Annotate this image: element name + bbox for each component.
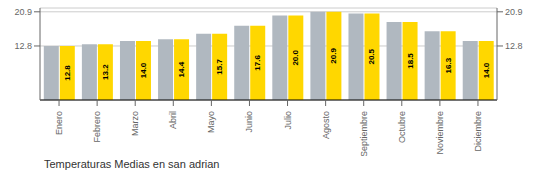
svg-text:15.7: 15.7 <box>215 59 224 75</box>
svg-text:12.8: 12.8 <box>505 41 523 51</box>
svg-text:14.0: 14.0 <box>139 62 148 78</box>
svg-text:Noviembre: Noviembre <box>435 111 445 155</box>
svg-text:12.8: 12.8 <box>63 65 72 81</box>
svg-text:20.5: 20.5 <box>367 48 376 64</box>
svg-text:Julio: Julio <box>283 111 293 130</box>
svg-text:17.6: 17.6 <box>253 55 262 71</box>
svg-text:20.0: 20.0 <box>291 49 300 65</box>
svg-text:Marzo: Marzo <box>130 111 140 136</box>
svg-text:20.9: 20.9 <box>505 7 523 17</box>
svg-text:Junio: Junio <box>244 111 254 133</box>
svg-text:13.2: 13.2 <box>101 64 110 80</box>
svg-text:Enero: Enero <box>54 111 64 135</box>
svg-text:Febrero: Febrero <box>92 111 102 143</box>
svg-text:18.5: 18.5 <box>406 53 415 69</box>
svg-text:Abril: Abril <box>168 111 178 129</box>
svg-text:Octubre: Octubre <box>397 111 407 143</box>
svg-text:Septiembre: Septiembre <box>359 111 369 156</box>
svg-text:Mayo: Mayo <box>206 111 216 133</box>
svg-text:12.8: 12.8 <box>14 41 32 51</box>
svg-text:14.0: 14.0 <box>482 62 491 78</box>
svg-text:16.3: 16.3 <box>444 57 453 73</box>
svg-text:14.4: 14.4 <box>177 61 186 77</box>
svg-text:20.9: 20.9 <box>329 48 338 64</box>
svg-text:Agosto: Agosto <box>321 111 331 139</box>
svg-text:Diciembre: Diciembre <box>473 111 483 152</box>
svg-text:20.9: 20.9 <box>14 7 32 17</box>
html-text:Temperaturas Medias en san adr: Temperaturas Medias en san adrian <box>44 158 220 170</box>
